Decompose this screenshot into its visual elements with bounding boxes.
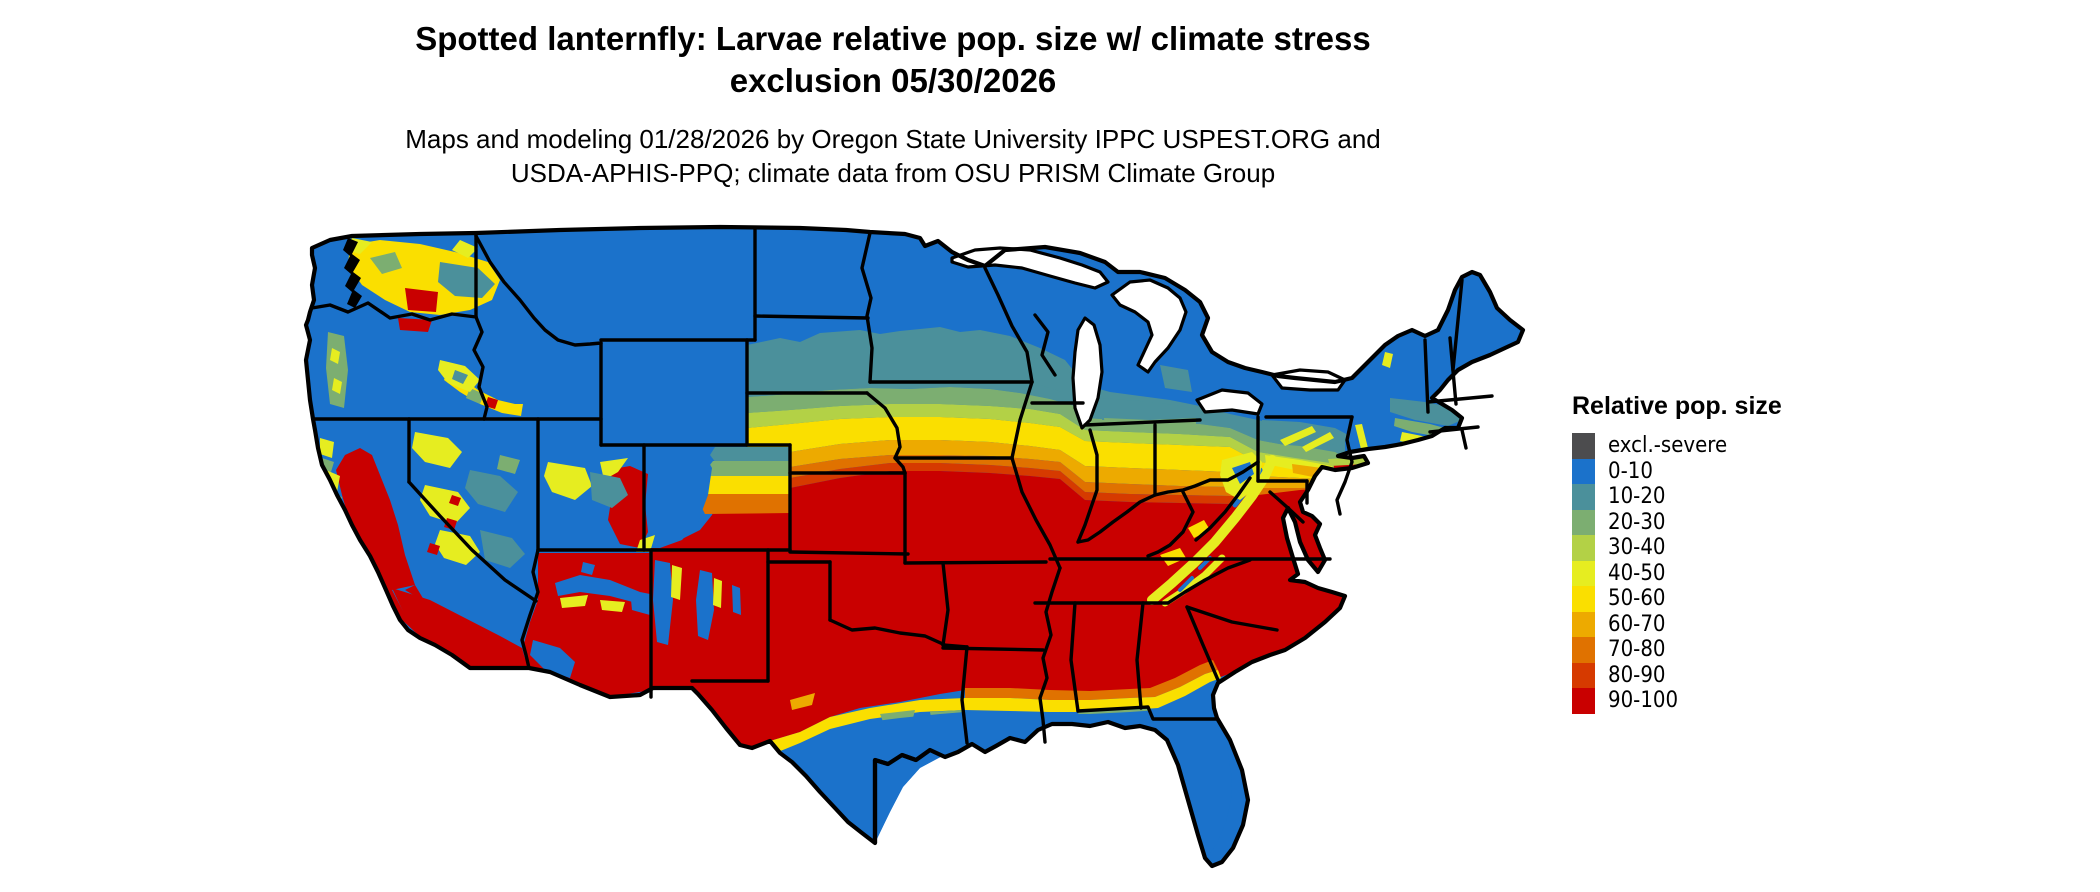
legend-label: 0-10: [1608, 458, 1653, 484]
puget-sound: [343, 238, 362, 308]
legend-label: 50-60: [1608, 586, 1666, 612]
great-lakes: [950, 246, 1347, 430]
legend-label: excl.-severe: [1608, 433, 1728, 459]
conus-outline: [303, 224, 1526, 869]
legend-item: 80-90: [1572, 662, 1872, 688]
legend-label: 90-100: [1608, 688, 1679, 714]
legend-label: 10-20: [1608, 484, 1666, 510]
legend-swatch: [1572, 509, 1595, 535]
legend-swatch: [1572, 662, 1595, 688]
legend-item: 10-20: [1572, 484, 1872, 510]
map-title: Spotted lanternfly: Larvae relative pop.…: [293, 18, 1493, 102]
legend-label: 60-70: [1608, 611, 1666, 637]
legend-label: 80-90: [1608, 662, 1666, 688]
legend-item: 40-50: [1572, 560, 1872, 586]
legend-item: 30-40: [1572, 535, 1872, 561]
legend-item: 0-10: [1572, 458, 1872, 484]
legend-title: Relative pop. size: [1572, 392, 1782, 420]
legend-item: 20-30: [1572, 509, 1872, 535]
legend-item: excl.-severe: [1572, 433, 1872, 459]
legend-swatch: [1572, 433, 1595, 459]
map-subtitle-line2: USDA-APHIS-PPQ; climate data from OSU PR…: [510, 158, 1276, 188]
map-subtitle: Maps and modeling 01/28/2026 by Oregon S…: [293, 122, 1493, 190]
map-subtitle-line1: Maps and modeling 01/28/2026 by Oregon S…: [405, 124, 1381, 154]
legend-rows: excl.-severe 0-10 10-20 20-30 30-40 40-50 50-6…: [1572, 433, 1872, 714]
map-raster-layers: [306, 227, 1523, 866]
legend-swatch: [1572, 586, 1595, 612]
map-title-line1: Spotted lanternfly: Larvae relative pop.…: [415, 20, 1371, 57]
legend-label: 70-80: [1608, 637, 1666, 663]
legend-item: 70-80: [1572, 637, 1872, 663]
legend-label: 20-30: [1608, 509, 1666, 535]
legend-item: 60-70: [1572, 611, 1872, 637]
legend-label: 30-40: [1608, 535, 1666, 561]
legend-label: 40-50: [1608, 560, 1666, 586]
map-title-line2: exclusion 05/30/2026: [729, 62, 1057, 99]
lake-erie: [1195, 388, 1264, 416]
legend-item: 50-60: [1572, 586, 1872, 612]
lake-michigan: [1071, 316, 1104, 430]
legend-swatch: [1572, 535, 1595, 561]
legend-swatch: [1572, 484, 1595, 510]
legend-swatch: [1572, 611, 1595, 637]
legend-swatch: [1572, 560, 1595, 586]
state-boundaries: [310, 228, 1494, 745]
lake-huron: [1110, 278, 1188, 374]
legend-swatch: [1572, 458, 1595, 484]
legend: Relative pop. size excl.-severe 0-10 10-20…: [1572, 392, 1872, 714]
legend-item: 90-100: [1572, 688, 1872, 714]
legend-swatch: [1572, 637, 1595, 663]
legend-swatch: [1572, 688, 1595, 714]
